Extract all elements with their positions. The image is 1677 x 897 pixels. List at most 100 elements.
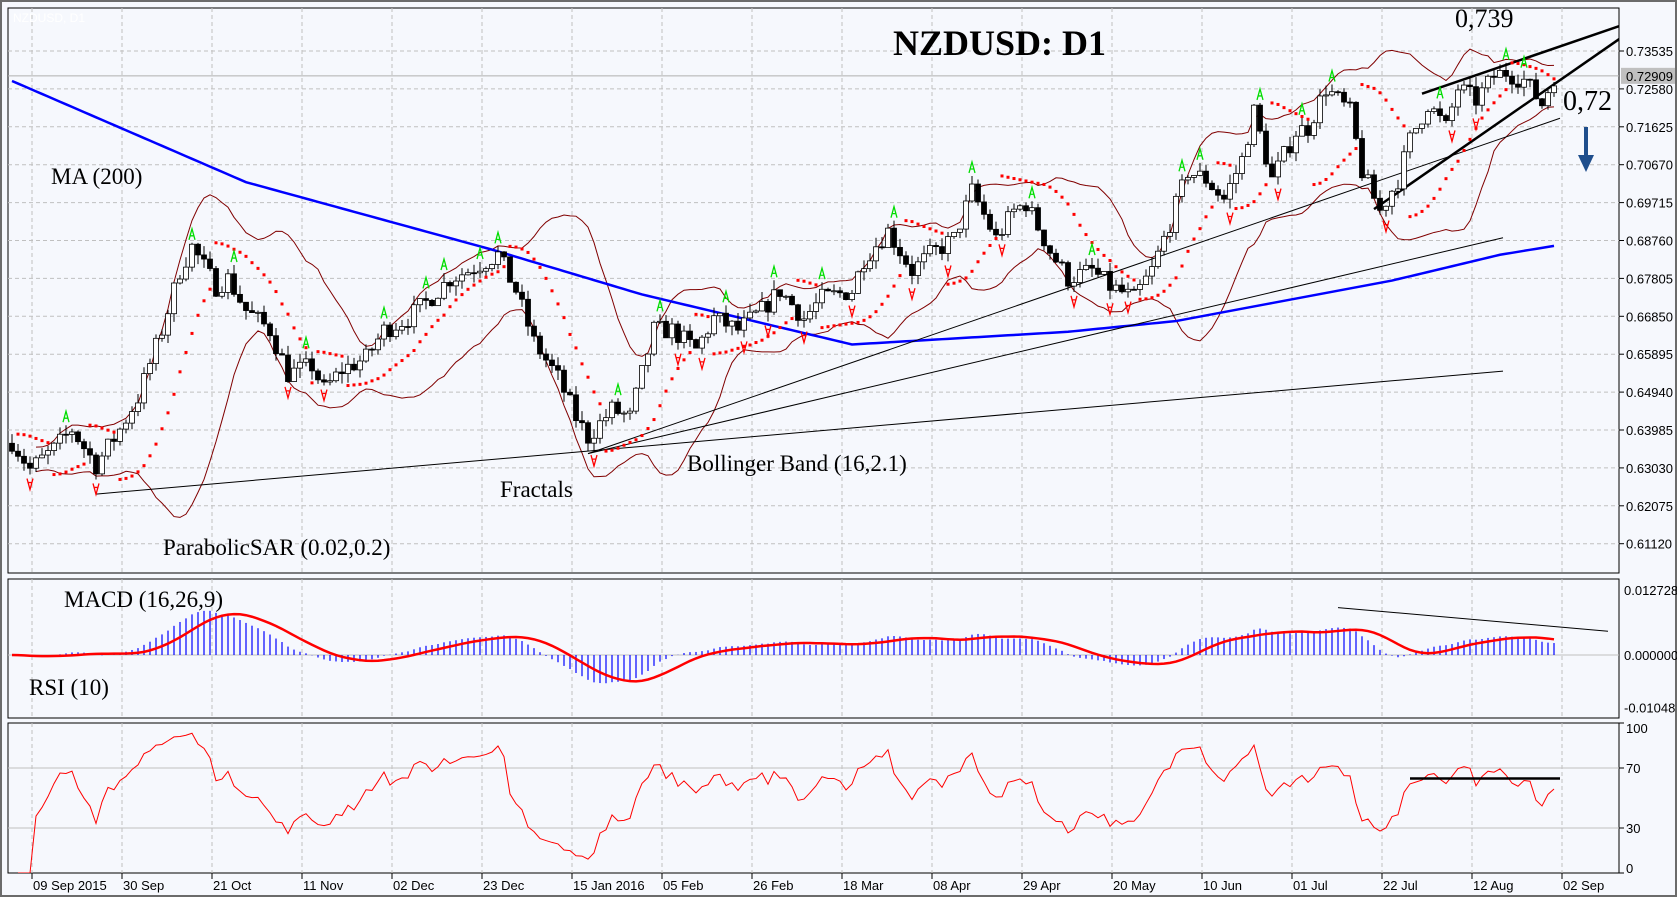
candle — [711, 307, 717, 337]
candle-body — [945, 236, 951, 254]
candle — [1215, 185, 1221, 202]
candle — [333, 367, 339, 383]
candle-body — [207, 258, 213, 269]
sar-dot — [286, 312, 290, 316]
candle-body — [1191, 175, 1197, 178]
sar-dot — [460, 293, 464, 297]
sar-dot — [1330, 172, 1334, 176]
fractal-down-icon — [698, 357, 706, 372]
sar-dot — [1222, 162, 1226, 166]
candle-body — [477, 270, 483, 274]
candle — [909, 255, 915, 285]
sar-dot — [280, 302, 284, 306]
sar-dot — [586, 375, 590, 379]
candle — [1077, 261, 1083, 288]
sar-dot — [100, 426, 104, 430]
candle — [1515, 74, 1521, 94]
candle — [681, 325, 687, 349]
candle — [429, 299, 435, 307]
candle — [1137, 279, 1143, 296]
sar-dot — [814, 283, 818, 287]
candle — [339, 362, 345, 384]
candle-body — [831, 290, 837, 293]
sar-dot — [778, 326, 782, 330]
candle — [1125, 282, 1131, 298]
fractal-down-icon — [674, 353, 682, 368]
candle — [957, 228, 963, 239]
candle-body — [495, 251, 501, 265]
candle — [1539, 97, 1545, 109]
candle — [741, 310, 747, 338]
sar-dot — [976, 260, 980, 264]
candle-body — [951, 231, 957, 238]
candle — [585, 420, 591, 452]
candle — [21, 448, 27, 471]
candle-body — [1281, 146, 1287, 162]
candle-body — [1053, 252, 1059, 263]
candle-body — [927, 245, 933, 255]
candle-body — [585, 422, 591, 444]
candle-body — [1161, 235, 1167, 252]
sar-dot — [190, 331, 194, 335]
candle — [1299, 117, 1305, 137]
sar-dot — [1498, 94, 1502, 98]
sar-dot — [724, 350, 728, 354]
candle-body — [393, 329, 399, 338]
candle-body — [705, 333, 711, 338]
trendline — [95, 370, 1504, 495]
candle — [471, 264, 477, 283]
candle — [15, 443, 21, 462]
fractal-up-icon — [1028, 184, 1036, 199]
sar-dot — [1060, 195, 1064, 199]
sar-dot — [166, 411, 170, 415]
candle-body — [435, 297, 441, 307]
fractal-down-icon — [1106, 303, 1114, 317]
candle-body — [1209, 182, 1215, 191]
sar-dot — [1024, 179, 1028, 183]
sar-dot — [1048, 185, 1052, 189]
rsi-panel — [8, 723, 1619, 873]
candle — [1359, 130, 1365, 182]
candle — [795, 303, 801, 327]
candle-body — [633, 387, 639, 412]
fractal-up-icon — [476, 245, 484, 260]
candle-body — [129, 411, 135, 424]
candle-body — [1173, 195, 1179, 233]
candle — [297, 353, 303, 378]
candle-body — [447, 282, 453, 287]
sar-dot — [442, 313, 446, 317]
candle — [141, 367, 147, 410]
candle — [849, 289, 855, 302]
candle-body — [213, 268, 219, 297]
candle-body — [267, 323, 273, 337]
sar-dot — [532, 257, 536, 261]
candle — [537, 332, 543, 359]
candle-body — [1023, 205, 1029, 212]
candle — [309, 351, 315, 380]
sar-dot — [1078, 223, 1082, 227]
candle-body — [963, 200, 969, 230]
sar-dot — [1042, 182, 1046, 186]
price-tick-label: 0.64940 — [1626, 385, 1673, 400]
sar-dot — [1510, 61, 1514, 65]
panel-frame-2 — [7, 722, 1620, 874]
candle-body — [375, 338, 381, 351]
candle — [561, 365, 567, 402]
candle — [375, 333, 381, 355]
candle — [441, 273, 447, 301]
candle-body — [753, 310, 759, 313]
candle — [867, 253, 873, 272]
sar-dot — [352, 383, 356, 387]
sar-dot — [838, 323, 842, 327]
candle — [513, 281, 519, 295]
candle-body — [87, 448, 93, 456]
candle — [819, 282, 825, 309]
sar-dot — [1450, 167, 1454, 171]
candle-body — [309, 358, 315, 372]
sar-dot — [316, 350, 320, 354]
candle-body — [1515, 83, 1521, 88]
candle — [693, 338, 699, 349]
candle-body — [1263, 130, 1269, 165]
sar-dot — [346, 384, 350, 388]
